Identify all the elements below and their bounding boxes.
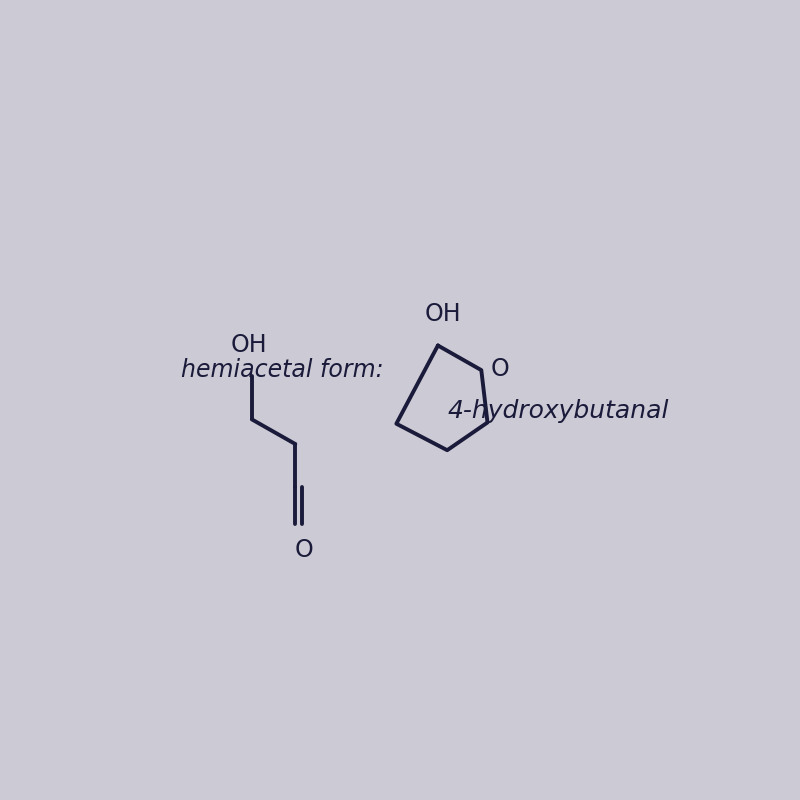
Text: OH: OH: [230, 333, 267, 357]
Text: O: O: [294, 538, 313, 562]
Text: hemiacetal form:: hemiacetal form:: [181, 358, 383, 382]
Text: O: O: [490, 357, 510, 381]
Text: OH: OH: [425, 302, 461, 326]
Text: 4-hydroxybutanal: 4-hydroxybutanal: [447, 399, 669, 423]
